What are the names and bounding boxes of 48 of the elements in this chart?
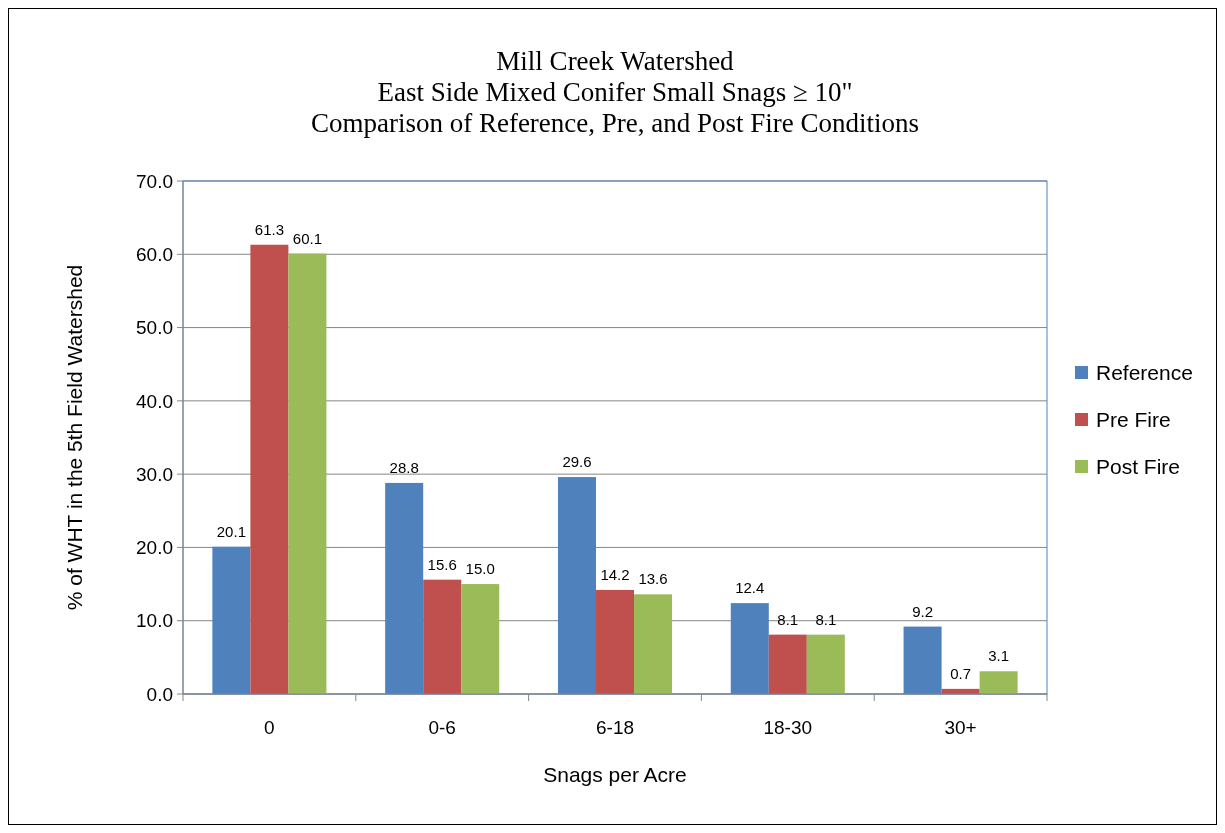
x-tick-label: 0-6: [428, 717, 456, 738]
bar: [806, 634, 845, 694]
bar: [768, 634, 807, 694]
legend-label: Post Fire: [1096, 455, 1181, 479]
y-tick-label: 20.0: [136, 537, 173, 559]
bar: [250, 244, 289, 694]
x-tick-label: 30+: [944, 717, 977, 738]
bar: [979, 671, 1018, 694]
data-label: 12.4: [735, 579, 765, 597]
data-label: 29.6: [562, 453, 592, 471]
y-tick-label: 70.0: [136, 170, 173, 192]
y-tick-label: 10.0: [136, 610, 173, 632]
x-axis-title: Snags per Acre: [543, 763, 687, 786]
bar: [595, 589, 635, 694]
y-tick-label: 30.0: [136, 463, 173, 485]
chart-title: Mill Creek Watershed East Side Mixed Conifer Small Snags ≥ 10" Comparison of Reference, Pre, and Post Fire Conditions: [310, 46, 920, 138]
data-label: 0.7: [950, 664, 972, 682]
data-label: 60.1: [292, 229, 323, 247]
legend-label: Pre Fire: [1096, 408, 1171, 432]
y-tick-label: 50.0: [136, 317, 173, 339]
bar: [903, 626, 942, 694]
bar: [634, 594, 673, 694]
data-label: 14.2: [600, 565, 630, 583]
bar: [212, 546, 251, 694]
bar: [423, 579, 462, 694]
data-label: 15.0: [465, 560, 495, 578]
y-axis-title: % of WHT in the 5th Field Watershed: [63, 264, 86, 611]
data-label: 9.2: [912, 602, 934, 620]
data-label: 15.6: [427, 555, 457, 573]
bar: [385, 482, 424, 694]
x-tick-label: 0: [264, 717, 275, 738]
data-label: 61.3: [254, 220, 284, 238]
bar: [461, 584, 500, 694]
x-tick-label: 6-18: [595, 717, 635, 738]
x-tick-label: 18-30: [763, 717, 813, 738]
data-label: 13.6: [638, 570, 668, 588]
data-label: 8.1: [815, 610, 837, 628]
bar: [557, 477, 596, 694]
bar: [288, 253, 327, 694]
data-label: 8.1: [777, 610, 799, 628]
legend-label: Reference: [1096, 361, 1193, 385]
y-tick-label: 0.0: [146, 683, 173, 705]
bar: [730, 603, 769, 694]
y-tick-label: 40.0: [136, 390, 173, 412]
y-tick-label: 60.0: [136, 243, 173, 265]
data-label: 28.8: [389, 458, 419, 476]
data-label: 3.1: [988, 647, 1010, 665]
data-label: 20.1: [216, 522, 246, 540]
